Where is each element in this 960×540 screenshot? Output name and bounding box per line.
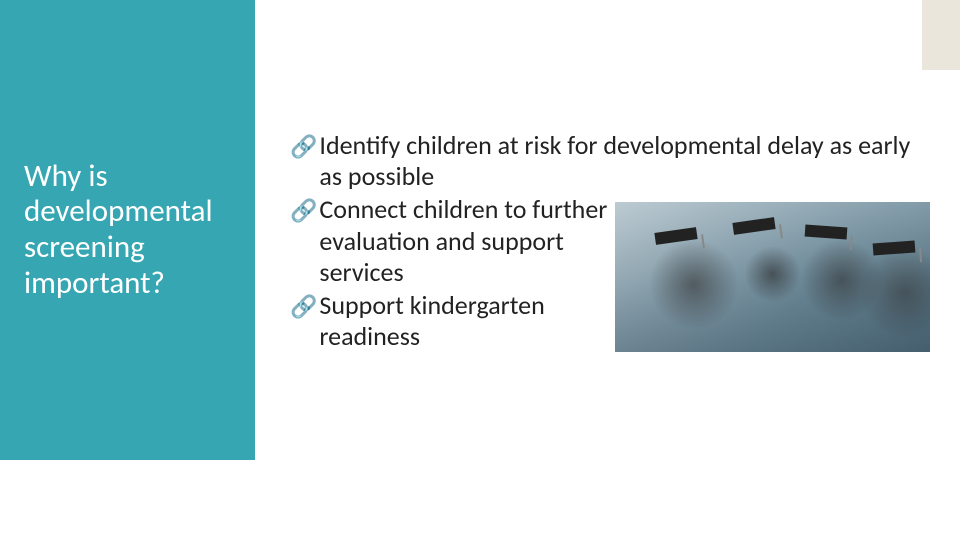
bullet-item: 🔗 Identify children at risk for developm…	[290, 130, 930, 192]
slide: Why is developmental screening important…	[0, 0, 960, 540]
children-graduation-photo	[615, 202, 930, 352]
link-icon: 🔗	[290, 290, 317, 324]
bullet-text: Support kindergarten readiness	[319, 290, 649, 352]
link-icon: 🔗	[290, 130, 317, 164]
bullet-text: Connect children to further evaluation a…	[319, 194, 649, 288]
photo-placeholder-caps	[615, 202, 930, 352]
corner-accent	[922, 0, 960, 70]
title-panel: Why is developmental screening important…	[0, 0, 255, 460]
bullet-text: Identify children at risk for developmen…	[319, 130, 930, 192]
slide-title: Why is developmental screening important…	[24, 159, 237, 302]
link-icon: 🔗	[290, 194, 317, 228]
